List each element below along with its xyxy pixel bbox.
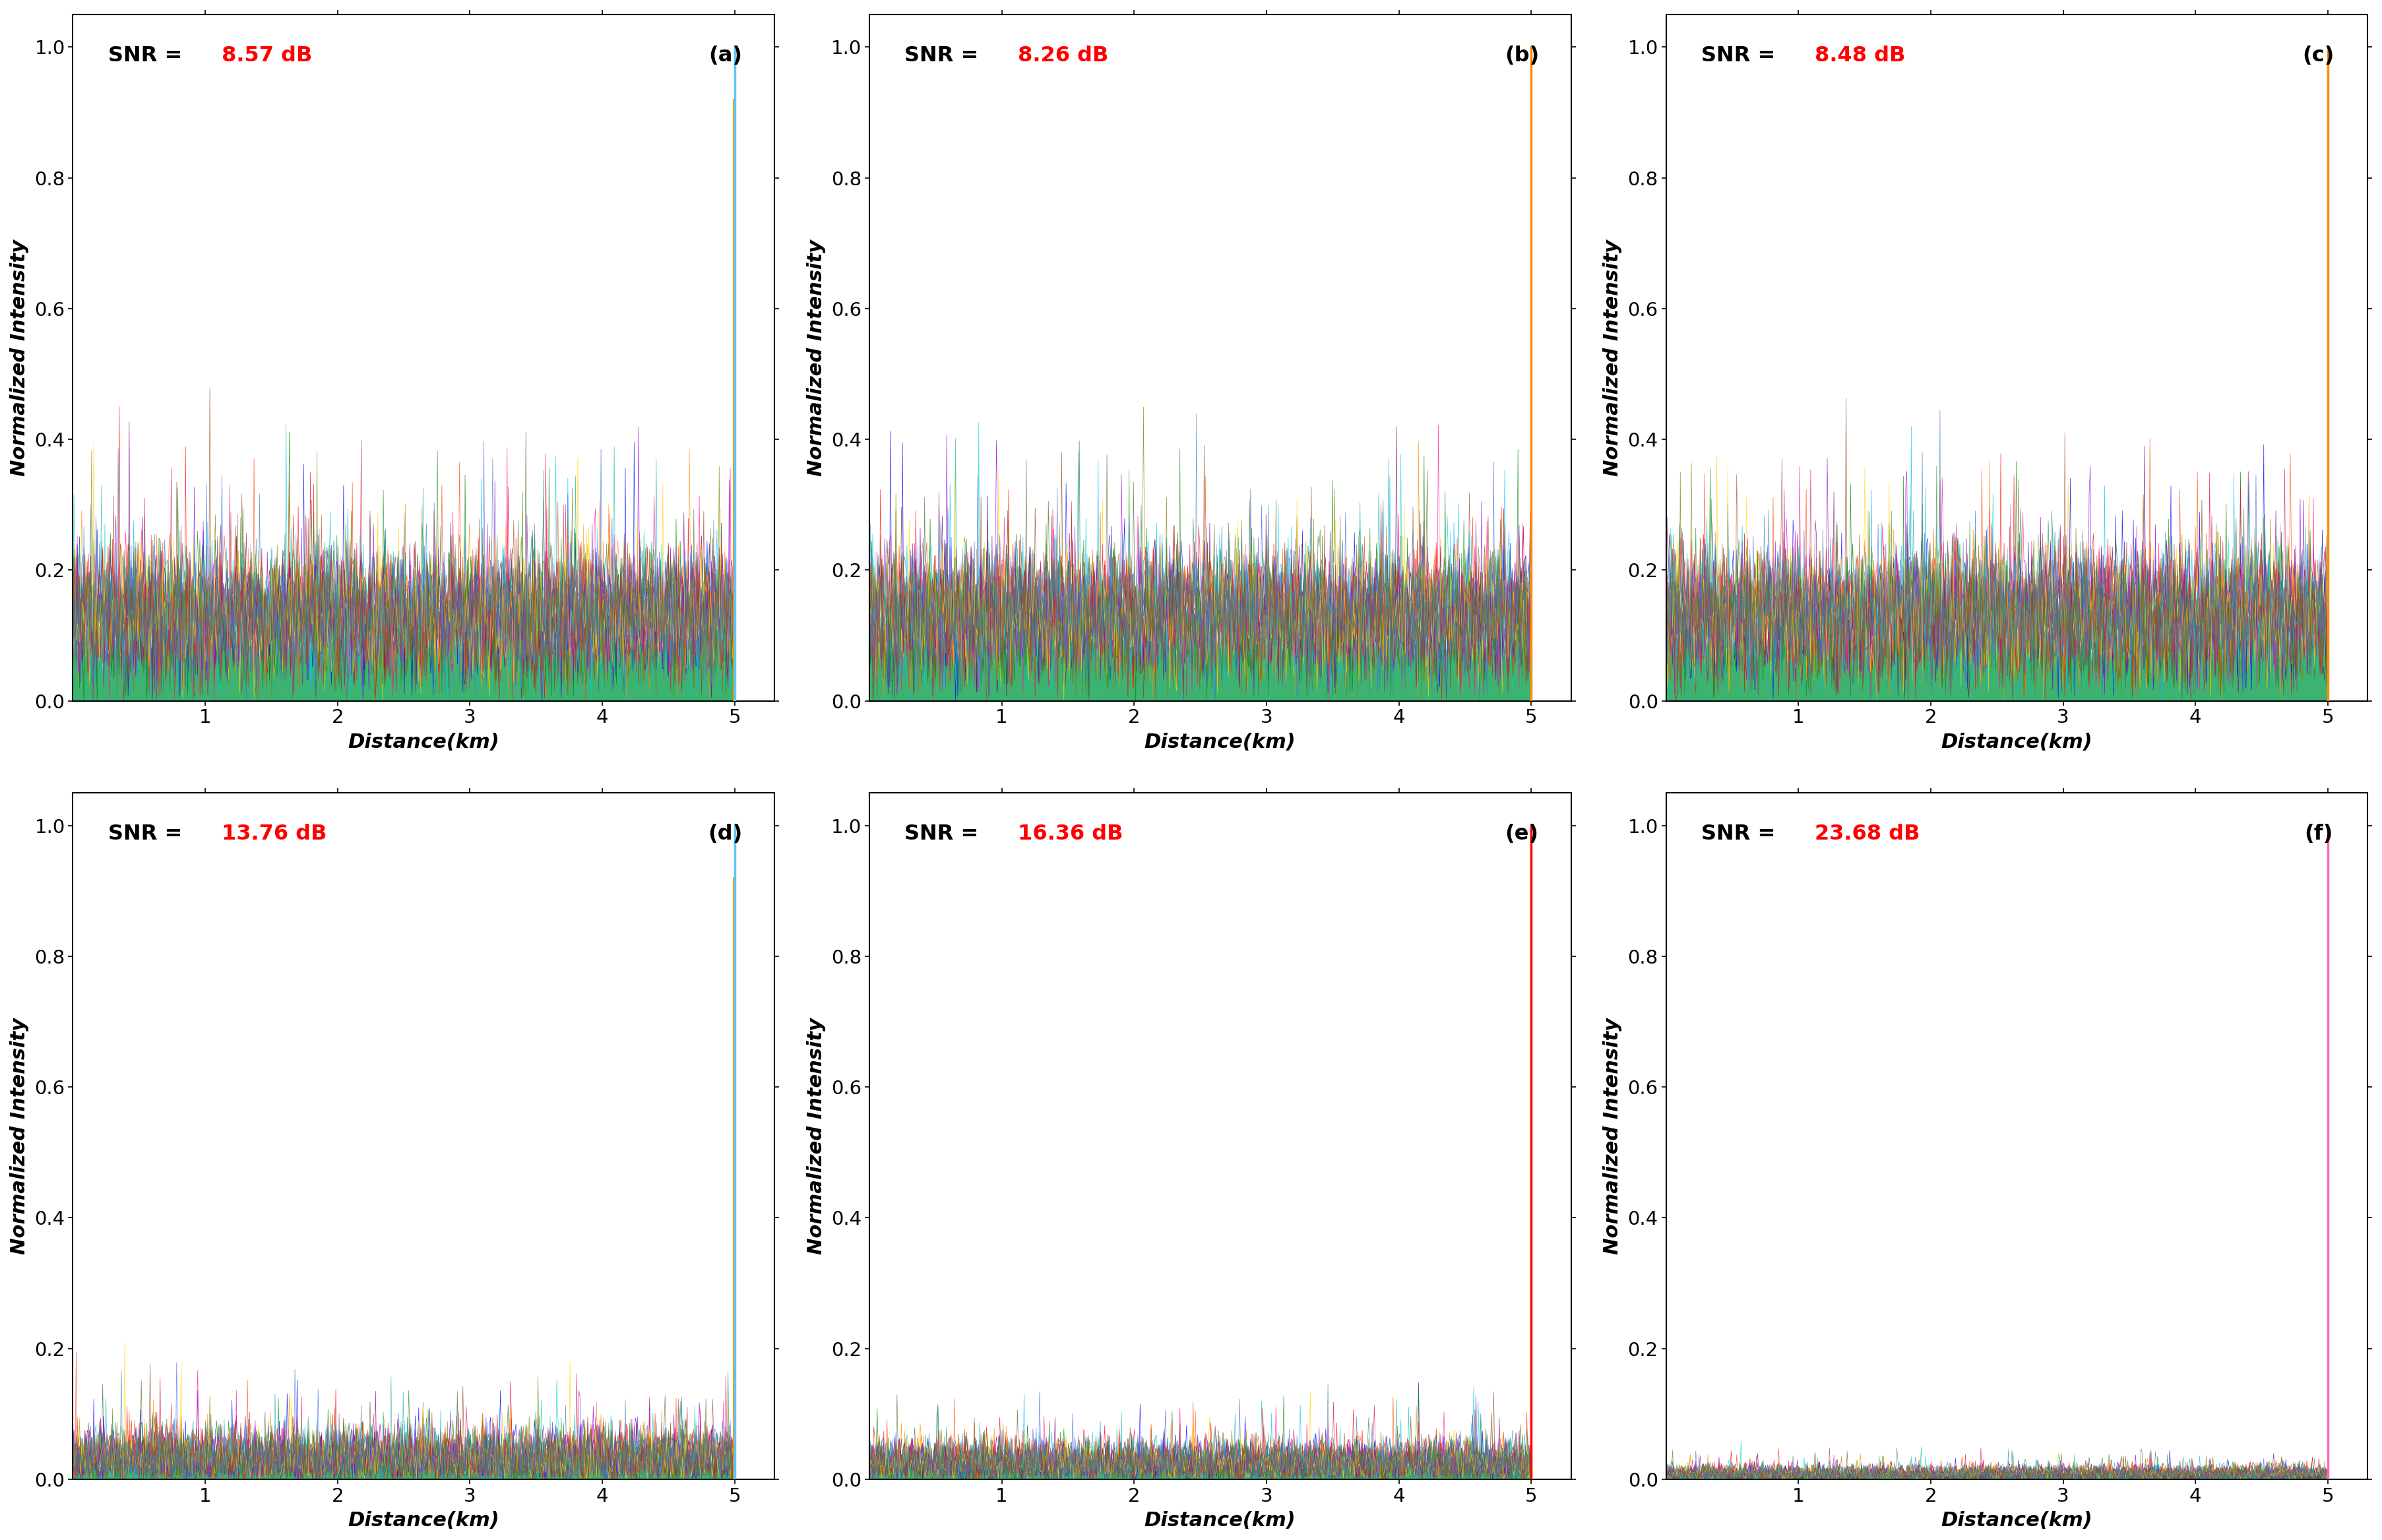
Text: 8.26 dB: 8.26 dB xyxy=(1017,45,1108,66)
Y-axis label: Normalized Intensity: Normalized Intensity xyxy=(10,1018,29,1255)
Y-axis label: Normalized Intensity: Normalized Intensity xyxy=(1603,239,1622,476)
Text: SNR =: SNR = xyxy=(905,45,986,66)
Text: 8.48 dB: 8.48 dB xyxy=(1815,45,1906,66)
X-axis label: Distance(km): Distance(km) xyxy=(348,733,500,752)
X-axis label: Distance(km): Distance(km) xyxy=(348,1511,500,1531)
Y-axis label: Normalized Intensity: Normalized Intensity xyxy=(807,239,827,476)
Text: 23.68 dB: 23.68 dB xyxy=(1815,824,1920,844)
Text: 8.57 dB: 8.57 dB xyxy=(222,45,312,66)
Y-axis label: Normalized Intensity: Normalized Intensity xyxy=(1603,1018,1622,1255)
Text: (b): (b) xyxy=(1505,45,1539,66)
Text: 13.76 dB: 13.76 dB xyxy=(222,824,326,844)
Y-axis label: Normalized Intensity: Normalized Intensity xyxy=(10,239,29,476)
X-axis label: Distance(km): Distance(km) xyxy=(1143,1511,1296,1531)
Text: (f): (f) xyxy=(2303,824,2332,844)
Text: (c): (c) xyxy=(2303,45,2334,66)
X-axis label: Distance(km): Distance(km) xyxy=(1941,733,2091,752)
Text: 16.36 dB: 16.36 dB xyxy=(1017,824,1124,844)
Text: SNR =: SNR = xyxy=(1701,824,1782,844)
Text: (e): (e) xyxy=(1505,824,1539,844)
Text: SNR =: SNR = xyxy=(905,824,986,844)
X-axis label: Distance(km): Distance(km) xyxy=(1941,1511,2091,1531)
Text: SNR =: SNR = xyxy=(1701,45,1782,66)
Text: SNR =: SNR = xyxy=(107,824,188,844)
Text: (d): (d) xyxy=(707,824,743,844)
Text: (a): (a) xyxy=(707,45,743,66)
Y-axis label: Normalized Intensity: Normalized Intensity xyxy=(807,1018,827,1255)
X-axis label: Distance(km): Distance(km) xyxy=(1143,733,1296,752)
Text: SNR =: SNR = xyxy=(107,45,188,66)
